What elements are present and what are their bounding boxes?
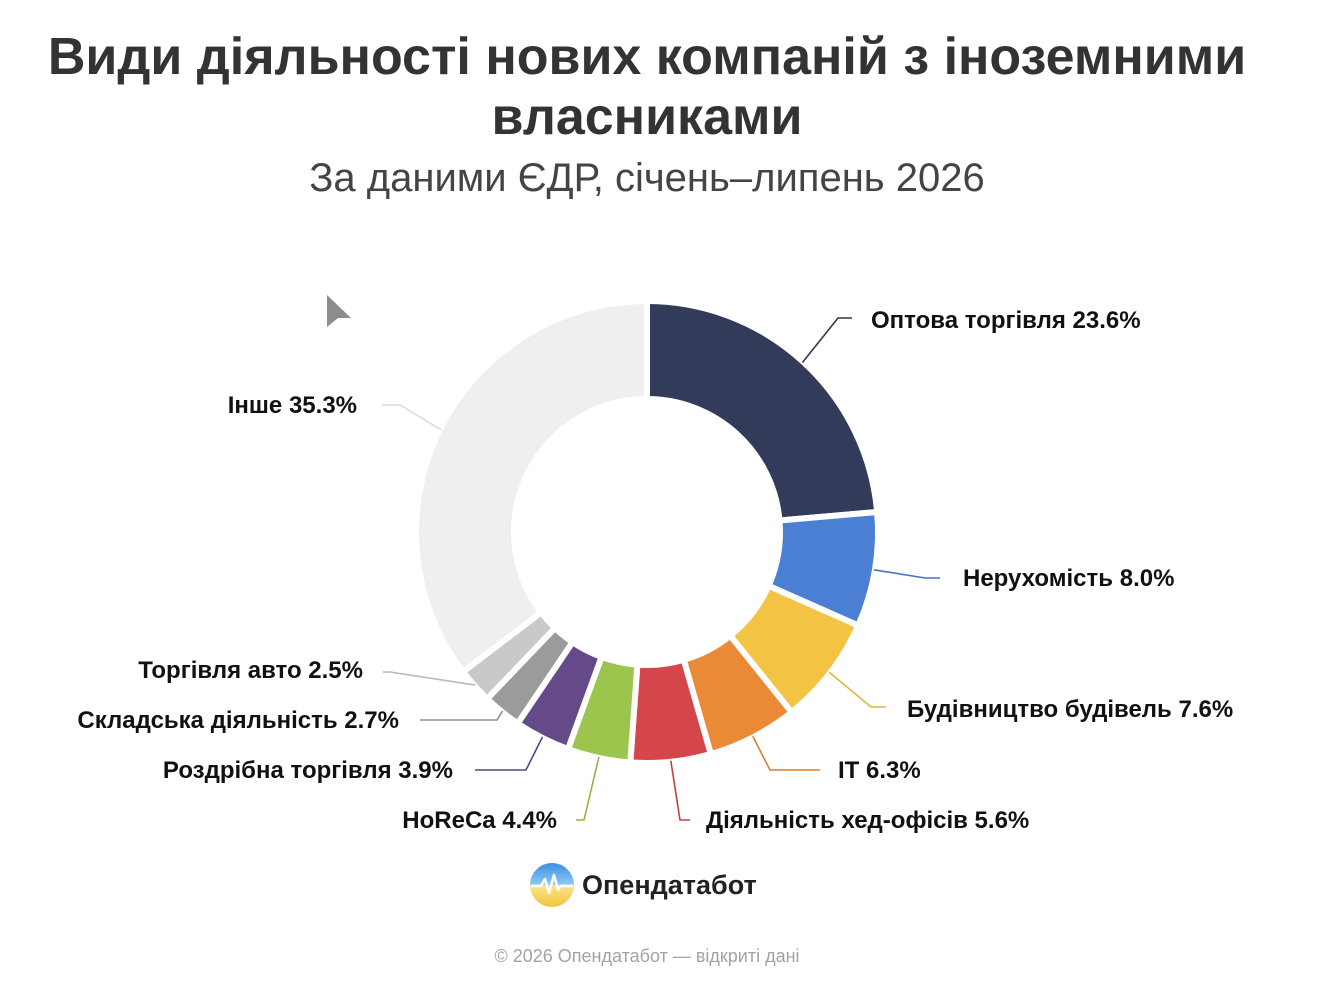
leader-line — [828, 671, 886, 708]
leader-line — [801, 317, 852, 363]
slice-label-value: 2.7% — [338, 707, 399, 734]
leader-line — [420, 710, 504, 721]
slice-label: Роздрібна торгівля 3.9% — [163, 757, 453, 784]
leader-line — [670, 760, 690, 821]
donut-slice — [413, 298, 650, 675]
slice-label-name: Інше — [228, 392, 283, 419]
logo-text: Опендатабот — [582, 869, 757, 900]
slice-label: Інше 35.3% — [228, 392, 357, 419]
slice-label-name: Складська діяльність — [77, 707, 337, 734]
slice-label-name: Оптова торгівля — [871, 307, 1066, 334]
leader-line — [383, 671, 476, 686]
logo-pulse-line — [531, 873, 573, 895]
opendatabot-logo-icon — [530, 863, 574, 907]
leader-line — [576, 756, 600, 821]
leader-line — [382, 404, 442, 431]
cursor-arrow-icon — [327, 295, 351, 327]
slice-label-name: Діяльність хед-офісів — [706, 807, 968, 834]
logo: Опендатабот — [529, 862, 757, 908]
footer-copyright: © 2026 Опендатабот — відкриті дані — [494, 946, 800, 966]
donut-slices — [413, 298, 881, 766]
slice-label-name: Роздрібна торгівля — [163, 757, 392, 784]
chart-subtitle: За даними ЄДР, січень–липень 2026 — [309, 156, 985, 200]
slice-label-name: Торгівля авто — [138, 657, 301, 684]
leader-line — [873, 569, 940, 579]
slice-label: Складська діяльність 2.7% — [77, 707, 399, 734]
slice-label: Оптова торгівля 23.6% — [871, 307, 1141, 334]
slice-label: HoReCa 4.4% — [402, 807, 557, 834]
slice-label-name: Будівництво будівель — [907, 696, 1172, 723]
slice-label: Будівництво будівель 7.6% — [907, 696, 1233, 723]
slice-label-value: 2.5% — [302, 657, 363, 684]
slice-label: Торгівля авто 2.5% — [138, 657, 363, 684]
leader-line — [752, 735, 820, 771]
leader-line — [475, 736, 544, 771]
slice-label-name: HoReCa — [402, 807, 496, 834]
slice-label: Діяльність хед-офісів 5.6% — [706, 807, 1029, 834]
slice-label-value: 23.6% — [1066, 307, 1141, 334]
slice-label-name: IT — [838, 757, 860, 784]
slice-labels: Оптова торгівля 23.6% Нерухомість 8.0% Буд… — [77, 307, 1233, 834]
slice-label-value: 7.6% — [1172, 696, 1233, 723]
slice-label-value: 4.4% — [496, 807, 557, 834]
slice-label: Нерухомість 8.0% — [963, 565, 1174, 592]
slice-label: IT 6.3% — [838, 757, 921, 784]
slice-label-value: 3.9% — [392, 757, 453, 784]
slice-label-value: 6.3% — [859, 757, 920, 784]
slice-label-name: Нерухомість — [963, 565, 1113, 592]
leader-lines — [382, 317, 940, 821]
slice-label-value: 8.0% — [1113, 565, 1174, 592]
donut-slice — [644, 298, 881, 524]
slice-label-value: 35.3% — [282, 392, 357, 419]
slice-label-value: 5.6% — [968, 807, 1029, 834]
chart-title: Види діяльності нових компаній з іноземн… — [47, 28, 1247, 146]
